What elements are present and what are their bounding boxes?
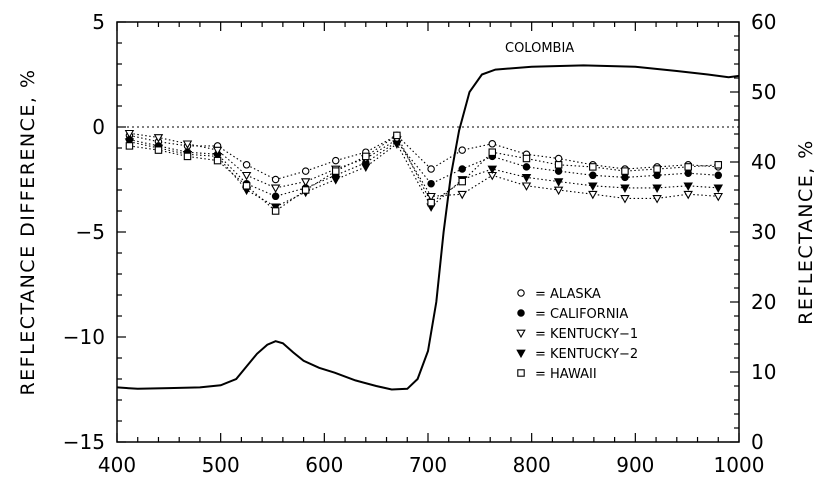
plot-frame [117, 22, 739, 442]
y-left-tick-label: −5 [76, 220, 105, 244]
marker-california [654, 172, 660, 178]
x-tick-label: 400 [98, 453, 136, 477]
marker-kentucky-1 [555, 187, 563, 194]
marker-california [272, 193, 278, 199]
marker-kentucky-2 [714, 185, 722, 192]
x-tick-label: 800 [513, 453, 551, 477]
marker-alaska [555, 155, 561, 161]
x-tick-label: 600 [305, 453, 343, 477]
y-right-tick-label: 0 [751, 430, 764, 454]
sample-series-markers [126, 131, 722, 215]
axis-ticks [117, 22, 739, 442]
y-right-tick-label: 60 [751, 10, 776, 34]
legend-label: = CALIFORNIA [535, 307, 628, 322]
y-right-tick-label: 10 [751, 360, 776, 384]
marker-hawaii [555, 162, 561, 168]
marker-hawaii [622, 168, 628, 174]
marker-kentucky-1 [653, 196, 661, 203]
colombia-annotation: COLOMBIA [505, 41, 574, 56]
marker-california [685, 170, 691, 176]
marker-kentucky-1 [243, 173, 251, 180]
axis-tick-labels: 400 500 600 700 800 900 100050−5−10−1560504030… [63, 10, 777, 477]
marker-hawaii [155, 147, 161, 153]
marker-hawaii [272, 208, 278, 214]
marker-kentucky-1 [458, 191, 466, 198]
y-left-tick-label: −15 [63, 430, 105, 454]
marker-hawaii [654, 166, 660, 172]
marker-kentucky-2 [621, 185, 629, 192]
marker-hawaii [523, 155, 529, 161]
x-tick-label: 1000 [714, 453, 765, 477]
legend: = ALASKA = CALIFORNIA = KENTUCKY−1 = KENTUC… [517, 287, 638, 382]
marker-hawaii [243, 183, 249, 189]
marker-alaska [428, 166, 434, 172]
x-tick-label: 900 [616, 453, 654, 477]
legend-marker [518, 310, 524, 316]
y-right-tick-label: 50 [751, 80, 776, 104]
marker-california [622, 174, 628, 180]
y-left-tick-label: −10 [63, 325, 105, 349]
marker-hawaii [126, 143, 132, 149]
y-right-tick-label: 30 [751, 220, 776, 244]
marker-kentucky-1 [714, 194, 722, 201]
y-axis-right-label: REFLECTANCE, % [795, 139, 817, 325]
marker-hawaii [489, 149, 495, 155]
marker-hawaii [394, 132, 400, 138]
marker-kentucky-1 [272, 185, 280, 192]
colombia-reference-line [117, 65, 739, 389]
marker-kentucky-1 [523, 183, 531, 190]
marker-california [590, 172, 596, 178]
marker-alaska [302, 168, 308, 174]
marker-alaska [489, 141, 495, 147]
marker-alaska [459, 147, 465, 153]
x-tick-label: 500 [202, 453, 240, 477]
legend-label: = KENTUCKY−2 [535, 347, 638, 362]
legend-label: = ALASKA [535, 287, 601, 302]
marker-hawaii [428, 199, 434, 205]
marker-alaska [272, 176, 278, 182]
marker-alaska [333, 157, 339, 163]
marker-alaska [243, 162, 249, 168]
marker-hawaii [214, 157, 220, 163]
y-right-tick-label: 20 [751, 290, 776, 314]
legend-marker [518, 290, 524, 296]
reflectance-chart: 400 500 600 700 800 900 100050−5−10−1560504030… [0, 0, 824, 496]
marker-california [555, 168, 561, 174]
legend-marker [517, 350, 525, 357]
marker-kentucky-2 [653, 185, 661, 192]
marker-hawaii [685, 164, 691, 170]
marker-hawaii [184, 153, 190, 159]
marker-kentucky-2 [589, 183, 597, 190]
marker-california [428, 181, 434, 187]
marker-kentucky-2 [362, 164, 370, 171]
legend-marker [518, 370, 524, 376]
y-left-tick-label: 5 [92, 10, 105, 34]
marker-kentucky-2 [523, 175, 531, 182]
legend-label: = HAWAII [535, 367, 597, 382]
marker-hawaii [363, 153, 369, 159]
y-left-tick-label: 0 [92, 115, 105, 139]
marker-hawaii [459, 178, 465, 184]
marker-kentucky-1 [621, 196, 629, 203]
marker-california [715, 172, 721, 178]
marker-kentucky-1 [589, 191, 597, 198]
marker-california [523, 164, 529, 170]
marker-hawaii [715, 162, 721, 168]
marker-hawaii [333, 168, 339, 174]
y-axis-left-label: REFLECTANCE DIFFERENCE, % [17, 68, 39, 395]
legend-marker [517, 330, 525, 337]
marker-california [459, 166, 465, 172]
marker-hawaii [590, 164, 596, 170]
legend-label: = KENTUCKY−1 [535, 327, 638, 342]
x-tick-label: 700 [409, 453, 447, 477]
marker-kentucky-2 [332, 177, 340, 184]
y-right-tick-label: 40 [751, 150, 776, 174]
marker-kentucky-1 [302, 179, 310, 186]
marker-hawaii [302, 187, 308, 193]
